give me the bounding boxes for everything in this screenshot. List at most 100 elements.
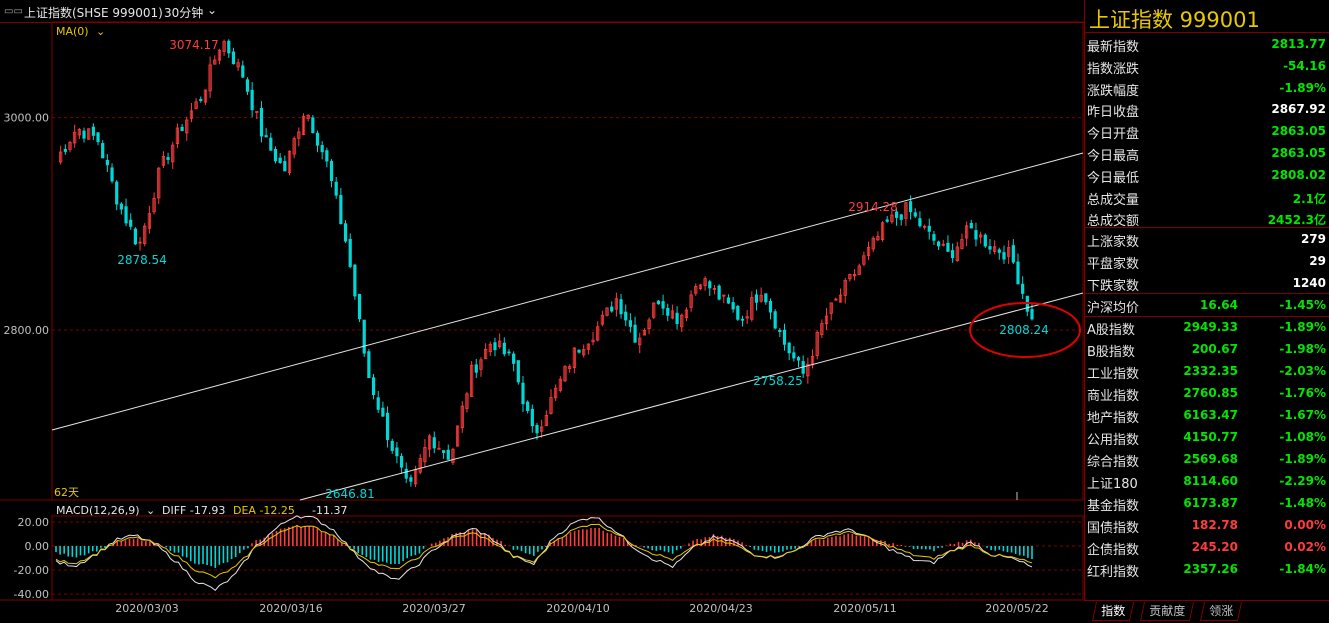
avg-price-pct: -1.45% bbox=[1279, 298, 1326, 312]
candle-body bbox=[778, 329, 782, 332]
candle-body bbox=[278, 157, 282, 164]
index-row[interactable]: B股指数 200.67 -1.98% bbox=[1085, 338, 1329, 360]
candle-body bbox=[87, 128, 91, 140]
index-row[interactable]: 综合指数 2569.68 -1.89% bbox=[1085, 448, 1329, 470]
index-value: 2357.26 bbox=[1183, 562, 1238, 576]
candle-body bbox=[568, 366, 572, 370]
index-row[interactable]: 公用指数 4150.77 -1.08% bbox=[1085, 426, 1329, 448]
candle-body bbox=[77, 129, 81, 136]
candle-body bbox=[937, 241, 941, 247]
x-tick-label: 2020/04/23 bbox=[689, 602, 752, 615]
macd-tick-label: -20.00 bbox=[14, 564, 49, 577]
candle-body bbox=[385, 412, 390, 441]
index-row[interactable]: 企债指数 245.20 0.02% bbox=[1085, 536, 1329, 558]
index-row[interactable]: 商业指数 2760.85 -1.76% bbox=[1085, 382, 1329, 404]
macd-dea-label: DEA -12.25 bbox=[233, 504, 295, 517]
candle-body bbox=[694, 285, 698, 294]
candle-body bbox=[203, 89, 208, 103]
candle-body bbox=[558, 378, 562, 391]
candle-body bbox=[661, 301, 665, 309]
index-pct: -1.48% bbox=[1279, 496, 1326, 510]
index-label: 基金指数 bbox=[1087, 499, 1140, 514]
candle-body bbox=[273, 149, 278, 162]
candle-body bbox=[507, 351, 511, 354]
candle-body bbox=[63, 149, 67, 152]
candle-body bbox=[68, 141, 72, 150]
period-selector[interactable]: 30分钟 bbox=[164, 6, 204, 20]
quote-row: 最新指数 2813.77 bbox=[1085, 33, 1329, 55]
index-row[interactable]: 基金指数 6173.87 -1.48% bbox=[1085, 492, 1329, 514]
candle-body bbox=[647, 319, 651, 330]
candle-body bbox=[376, 397, 380, 410]
days-label: 62天 bbox=[54, 486, 79, 499]
candles bbox=[59, 39, 1034, 488]
index-pct: 0.02% bbox=[1284, 540, 1326, 554]
candle-body bbox=[157, 167, 161, 199]
candle-body bbox=[451, 448, 455, 463]
quote-row-label: 最新指数 bbox=[1087, 40, 1140, 55]
candle-body bbox=[59, 151, 63, 163]
candle-body bbox=[199, 99, 203, 101]
candle-body bbox=[712, 288, 717, 290]
y-tick-label: 3000.00 bbox=[4, 112, 50, 125]
candle-body bbox=[325, 150, 329, 162]
candle-body bbox=[703, 278, 707, 287]
main-chart[interactable]: 3000.00 2800.00 MA(0) ⌄ 62天 3074.17 2878.54 264… bbox=[0, 0, 1084, 622]
candle-body bbox=[974, 230, 978, 240]
quote-row: 总成交额 2452.3亿 bbox=[1085, 207, 1329, 229]
index-label: 国债指数 bbox=[1087, 521, 1140, 536]
index-row[interactable]: 红利指数 2357.26 -1.84% bbox=[1085, 558, 1329, 580]
tab-contribution[interactable]: 贡献度 bbox=[1139, 602, 1195, 621]
quote-row-value: 2813.77 bbox=[1271, 37, 1326, 51]
tab-index[interactable]: 指数 bbox=[1091, 602, 1135, 621]
candle-body bbox=[857, 265, 861, 275]
candle-body bbox=[171, 144, 175, 163]
candle-body bbox=[292, 138, 296, 155]
index-row[interactable]: 工业指数 2332.35 -2.03% bbox=[1085, 360, 1329, 382]
index-row[interactable]: A股指数 2949.33 -1.89% bbox=[1085, 316, 1329, 338]
candle-body bbox=[988, 246, 992, 250]
candle-body bbox=[600, 314, 604, 325]
quote-row: 今日最高 2863.05 bbox=[1085, 142, 1329, 164]
macd-bars bbox=[55, 524, 1033, 568]
candle-body bbox=[227, 40, 231, 54]
x-tick-label: 2020/03/16 bbox=[259, 602, 322, 615]
candle-body bbox=[563, 366, 567, 382]
candle-body bbox=[717, 285, 721, 300]
quote-row-label: 昨日收盘 bbox=[1087, 105, 1140, 121]
candle-body bbox=[91, 126, 95, 136]
candle-body bbox=[862, 255, 866, 265]
candle-body bbox=[357, 293, 362, 320]
quote-row-value: 2452.3亿 bbox=[1267, 213, 1326, 228]
candle-body bbox=[969, 222, 973, 229]
candle-body bbox=[577, 349, 581, 353]
candle-body bbox=[768, 300, 773, 313]
index-pct: -2.03% bbox=[1279, 364, 1326, 378]
menu-icon[interactable]: ▭▭ bbox=[4, 6, 23, 17]
panel-tabs: 指数 贡献度 领涨 bbox=[1084, 600, 1329, 623]
candle-body bbox=[404, 468, 408, 479]
index-label: 企债指数 bbox=[1087, 543, 1140, 558]
candle-body bbox=[362, 319, 366, 354]
divider bbox=[1085, 227, 1329, 228]
candle-body bbox=[474, 364, 478, 373]
candle-body bbox=[115, 181, 119, 205]
index-value: 4150.77 bbox=[1183, 430, 1238, 444]
candle-body bbox=[745, 316, 749, 319]
index-row[interactable]: 地产指数 6163.47 -1.67% bbox=[1085, 404, 1329, 426]
candle-body bbox=[250, 89, 254, 111]
quote-row: 总成交量 2.1亿 bbox=[1085, 186, 1329, 208]
tab-leaders[interactable]: 领涨 bbox=[1199, 602, 1243, 621]
chevron-down-icon[interactable]: ⌄ bbox=[207, 3, 218, 17]
candle-body bbox=[894, 211, 899, 218]
candle-body bbox=[922, 225, 927, 228]
index-row[interactable]: 国债指数 182.78 0.00% bbox=[1085, 514, 1329, 536]
candle-body bbox=[259, 107, 264, 137]
candle-body bbox=[946, 242, 950, 252]
candle-body bbox=[432, 437, 436, 449]
candle-body bbox=[320, 145, 324, 153]
index-row[interactable]: 上证180 8114.60 -2.29% bbox=[1085, 470, 1329, 492]
candle-body bbox=[129, 219, 133, 227]
candle-body bbox=[124, 206, 128, 224]
candle-body bbox=[736, 305, 740, 320]
